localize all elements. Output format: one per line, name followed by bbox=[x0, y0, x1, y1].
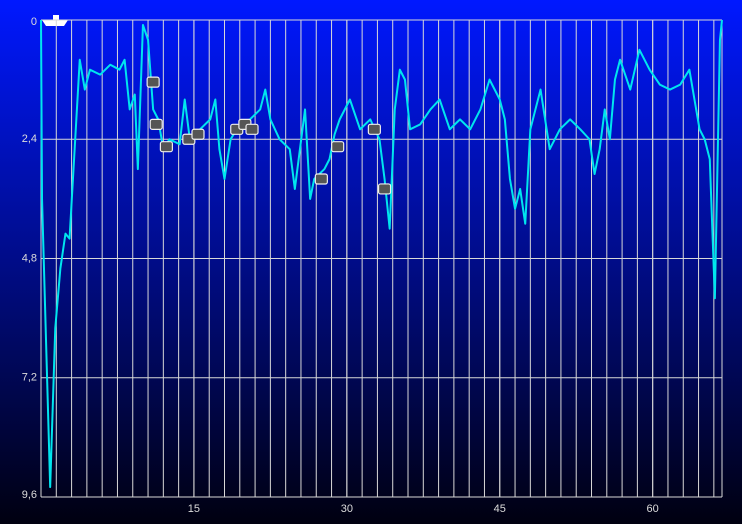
photo-marker bbox=[377, 183, 392, 195]
photo-marker bbox=[146, 76, 160, 88]
photo-marker bbox=[367, 123, 381, 135]
x-tick-label: 45 bbox=[494, 503, 506, 515]
photo-marker bbox=[191, 128, 205, 140]
y-tick-label: 7,2 bbox=[22, 372, 37, 384]
y-tick-label: 9,6 bbox=[22, 489, 37, 501]
x-tick-label: 15 bbox=[188, 503, 200, 515]
photo-marker bbox=[245, 123, 259, 135]
photo-marker bbox=[149, 118, 163, 130]
photo-marker bbox=[159, 141, 173, 153]
boat-icon bbox=[42, 15, 68, 26]
y-tick-label: 2,4 bbox=[22, 133, 37, 145]
depth-line bbox=[40, 19, 723, 489]
photo-marker bbox=[314, 173, 328, 185]
photo-marker bbox=[331, 141, 345, 153]
y-tick-label: 4,8 bbox=[22, 252, 37, 264]
y-tick-label: 0 bbox=[31, 16, 37, 28]
x-tick-label: 30 bbox=[341, 503, 353, 515]
x-tick-label: 60 bbox=[647, 503, 659, 515]
